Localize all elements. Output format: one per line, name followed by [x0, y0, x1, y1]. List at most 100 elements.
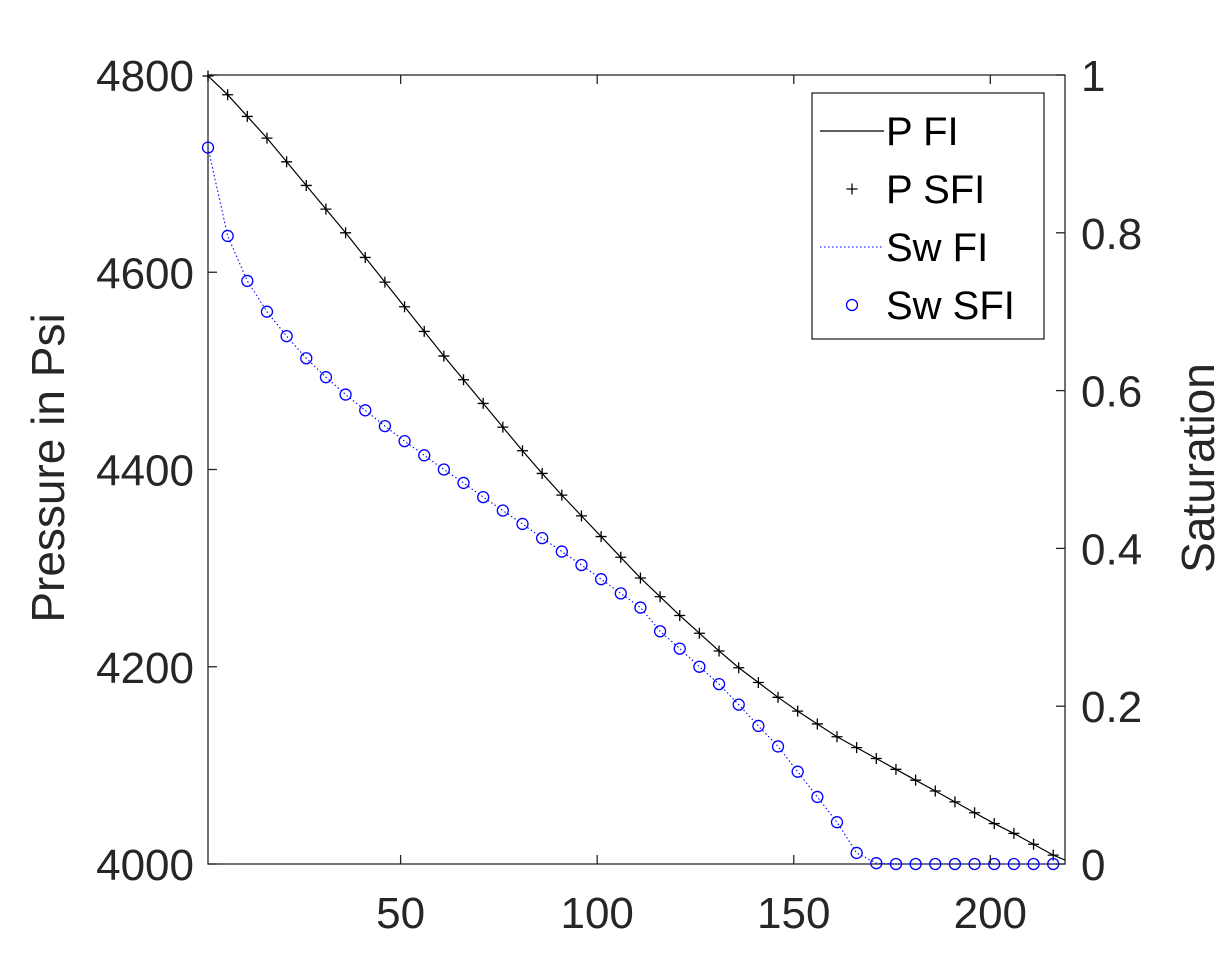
- data-point-circle: [437, 463, 451, 476]
- legend-label: Sw SFI: [886, 284, 1015, 328]
- legend: P FI P SFI Sw FI Sw SFI: [811, 92, 1045, 340]
- data-point-plus: [949, 796, 961, 808]
- data-point-plus: [241, 110, 253, 122]
- data-point-circle: [929, 857, 942, 871]
- x-tick-label: 100: [560, 889, 633, 938]
- series-sw-sfi: [201, 141, 1060, 871]
- data-point-plus: [556, 489, 568, 501]
- data-point-circle: [594, 573, 608, 586]
- y-right-tick-label: 0.6: [1081, 368, 1142, 417]
- data-point-circle: [870, 857, 883, 870]
- data-point-circle: [889, 857, 903, 871]
- data-point-plus: [516, 445, 528, 457]
- y-right-tick-label: 0.8: [1081, 210, 1142, 259]
- data-point-plus: [634, 572, 646, 584]
- data-point-circle: [260, 305, 274, 318]
- y-axis-left-title: Pressure in Psi: [22, 313, 74, 622]
- data-point-plus: [438, 350, 450, 362]
- data-point-circle: [850, 846, 863, 860]
- data-point-plus: [693, 627, 705, 639]
- legend-label: Sw FI: [886, 226, 988, 270]
- y-left-tick-label: 4400: [96, 447, 194, 496]
- data-point-plus: [458, 374, 470, 386]
- data-point-circle: [477, 490, 490, 504]
- data-point-plus: [772, 691, 784, 703]
- data-point-circle: [771, 740, 785, 753]
- data-point-plus: [340, 227, 352, 239]
- y-right-tick-label: 0.2: [1081, 683, 1142, 732]
- data-point-circle: [378, 419, 392, 433]
- data-point-plus: [595, 531, 607, 543]
- data-point-plus: [713, 645, 725, 657]
- data-point-plus: [615, 551, 627, 563]
- data-point-plus: [497, 421, 509, 433]
- data-point-circle: [555, 545, 568, 558]
- data-point-circle: [319, 371, 333, 384]
- data-point-circle: [830, 816, 844, 829]
- data-point-circle: [732, 698, 745, 711]
- data-point-circle: [418, 449, 431, 462]
- series-line: [207, 147, 1054, 865]
- series-sw-fi: [207, 147, 1054, 865]
- data-point-circle: [968, 857, 981, 871]
- data-point-circle: [1007, 857, 1021, 871]
- data-point-circle: [988, 857, 1001, 871]
- data-point-plus: [674, 609, 686, 621]
- series-layer: [201, 70, 1066, 871]
- y-left-tick-label: 4600: [96, 249, 194, 298]
- data-point-circle: [752, 719, 765, 733]
- y-right-tick-label: 1: [1081, 52, 1105, 101]
- data-point-plus: [418, 325, 430, 337]
- ticks-layer: 50 100 150 200 4000 4200 4400 4600 4800 0 0.2 0.4 0.…: [96, 52, 1142, 938]
- data-point-circle: [300, 352, 313, 365]
- data-point-plus: [300, 179, 312, 191]
- data-point-circle: [496, 504, 509, 517]
- data-point-plus: [536, 467, 548, 479]
- data-point-plus: [792, 705, 804, 717]
- x-tick-label: 200: [954, 889, 1027, 938]
- data-point-circle: [811, 790, 824, 804]
- data-point-plus: [575, 510, 587, 522]
- y-left-tick-label: 4000: [96, 841, 194, 890]
- data-point-plus: [359, 251, 371, 263]
- data-point-circle: [575, 558, 588, 572]
- data-point-circle: [1027, 857, 1040, 871]
- y-left-tick-label: 4200: [96, 644, 194, 693]
- data-point-circle: [280, 330, 293, 343]
- data-point-plus: [202, 70, 214, 82]
- data-point-circle: [712, 677, 726, 691]
- legend-swatch-circle: [845, 298, 859, 312]
- data-point-plus: [222, 89, 234, 101]
- series-p-sfi: [202, 70, 1059, 861]
- data-point-plus: [752, 677, 764, 689]
- data-point-plus: [910, 774, 922, 786]
- y-axis-right-title: Saturation: [1172, 363, 1224, 573]
- legend-label: P SFI: [886, 168, 985, 212]
- data-point-plus: [969, 807, 981, 819]
- data-point-circle: [359, 404, 372, 417]
- data-point-plus: [379, 276, 391, 288]
- legend-swatch-plus: [846, 183, 858, 195]
- data-point-circle: [791, 765, 804, 778]
- data-point-plus: [890, 763, 902, 775]
- data-point-plus: [654, 591, 666, 603]
- data-point-plus: [477, 397, 489, 409]
- data-point-circle: [693, 660, 706, 673]
- data-point-circle: [948, 857, 962, 871]
- y-right-tick-label: 0: [1081, 841, 1105, 890]
- legend-label: P FI: [886, 110, 959, 154]
- data-point-plus: [929, 785, 941, 797]
- data-point-circle: [634, 601, 647, 614]
- data-point-plus: [1008, 827, 1020, 839]
- x-tick-label: 50: [376, 889, 425, 938]
- data-point-plus: [811, 718, 823, 730]
- data-point-plus: [733, 662, 745, 674]
- data-point-plus: [261, 132, 273, 144]
- data-point-circle: [241, 274, 254, 288]
- data-point-plus: [281, 156, 293, 168]
- data-point-plus: [988, 818, 1000, 830]
- y-right-tick-label: 0.4: [1081, 525, 1142, 574]
- x-tick-label: 150: [757, 889, 830, 938]
- data-point-plus: [870, 752, 882, 764]
